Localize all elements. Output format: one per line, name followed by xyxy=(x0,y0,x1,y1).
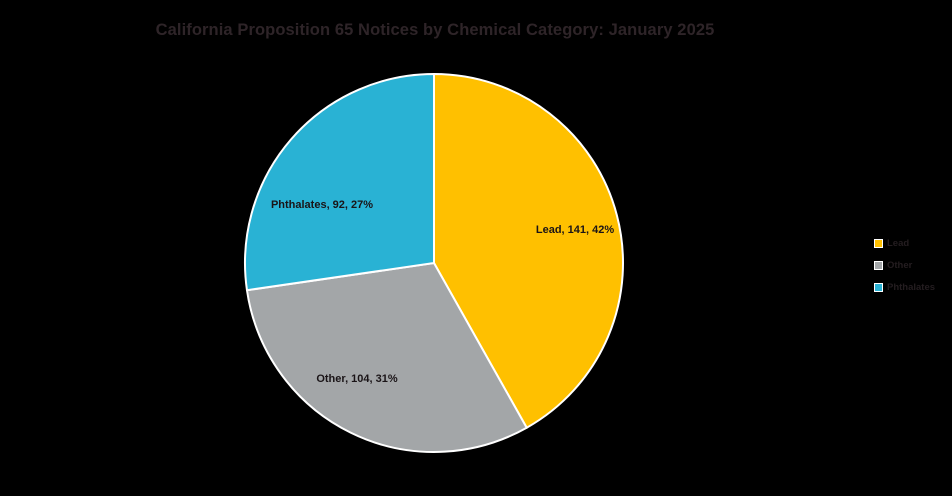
legend-item-other: Other xyxy=(874,254,935,276)
legend: Lead Other Phthalates xyxy=(874,232,935,298)
legend-swatch-phthalates xyxy=(874,282,883,292)
pie-slice-lead xyxy=(433,73,624,429)
data-label-phthalates: Phthalates, 92, 27% xyxy=(270,199,374,211)
legend-swatch-lead xyxy=(874,238,883,248)
pie-slice-other xyxy=(245,262,528,453)
data-label-other: Other, 104, 31% xyxy=(316,373,398,385)
legend-label-phthalates: Phthalates xyxy=(887,281,936,293)
legend-swatch-other xyxy=(874,260,883,270)
legend-label-other: Other xyxy=(887,259,913,271)
pie-slice-phthalates xyxy=(244,73,435,292)
data-label-lead: Lead, 141, 42% xyxy=(535,224,615,236)
chart-title: California Proposition 65 Notices by Che… xyxy=(155,21,715,39)
legend-item-lead: Lead xyxy=(874,232,935,254)
legend-label-lead: Lead xyxy=(887,237,910,249)
legend-item-phthalates: Phthalates xyxy=(874,276,935,298)
